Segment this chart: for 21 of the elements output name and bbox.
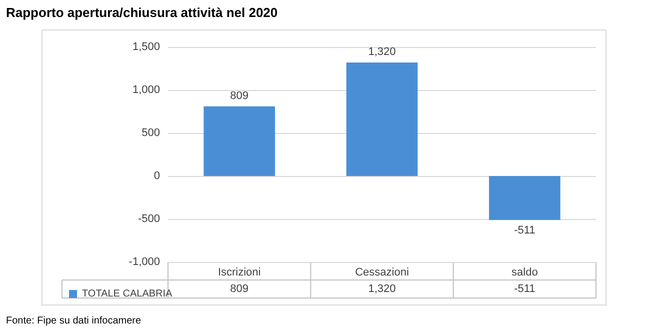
x-tick-label: Iscrizioni — [218, 266, 261, 278]
legend-label: TOTALE CALABRIA — [82, 288, 173, 300]
source-note: Fonte: Fipe su dati infocamere — [6, 316, 142, 326]
y-tick-label: -1,000 — [128, 256, 160, 268]
text: -511 — [514, 224, 536, 236]
y-tick-label: 1,500 — [132, 41, 160, 53]
x-tick-label: Cessazioni — [355, 266, 409, 278]
text: 1,320 — [368, 46, 396, 58]
bar — [204, 106, 275, 176]
x-tick-label: saldo — [512, 266, 538, 278]
bar — [346, 62, 418, 176]
text: 809 — [230, 90, 249, 102]
y-tick-label: 1,000 — [132, 84, 160, 96]
y-tick-label: 500 — [142, 127, 160, 139]
y-tick-label: -500 — [138, 213, 160, 225]
data-label: 809 — [230, 283, 249, 295]
chart-title: Rapporto apertura/chiusura attività nel 2020 — [6, 5, 278, 20]
bar — [489, 176, 560, 220]
y-tick-label: 0 — [154, 170, 160, 182]
data-label: -511 — [514, 283, 536, 295]
data-label: 1,320 — [368, 283, 396, 295]
